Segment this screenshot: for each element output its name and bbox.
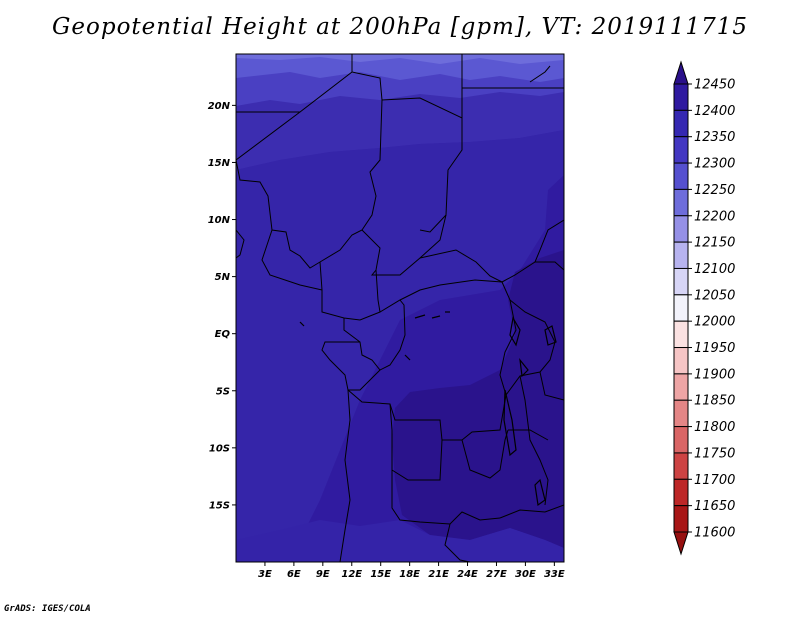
colorbar-label: 11600 bbox=[694, 526, 735, 541]
lat-tick-label: 15S bbox=[209, 500, 230, 511]
colorbar-segment bbox=[673, 478, 689, 507]
colorbar-segment bbox=[673, 267, 689, 296]
colorbar-segment bbox=[673, 162, 689, 190]
colorbar-label: 11650 bbox=[694, 499, 735, 514]
lat-tick-label: 10N bbox=[208, 215, 231, 226]
map-frame bbox=[235, 53, 565, 563]
colorbar-segment bbox=[673, 136, 689, 164]
colorbar-segment bbox=[673, 347, 689, 375]
colorbar-label: 11950 bbox=[694, 341, 735, 356]
colorbar-arrow-bottom bbox=[673, 531, 689, 556]
colorbar-label: 11800 bbox=[694, 420, 735, 435]
colorbar-label: 12100 bbox=[694, 262, 735, 277]
lon-tick-label: 24E bbox=[457, 569, 478, 580]
colorbar: 12450 12400 12350 12300 12250 12200 12150 12100… bbox=[673, 60, 735, 556]
colorbar-segment bbox=[673, 426, 689, 454]
contour-fill-12350-west bbox=[236, 130, 564, 548]
colorbar-segment bbox=[673, 83, 689, 111]
lon-tick-label: 21E bbox=[428, 569, 449, 580]
lat-tick-label: 10S bbox=[209, 443, 230, 454]
colorbar-segment bbox=[673, 399, 689, 428]
colorbar-label: 12450 bbox=[694, 78, 735, 93]
lat-tick-label: 15N bbox=[208, 158, 231, 169]
map-panel bbox=[236, 54, 564, 562]
colorbar-label: 12000 bbox=[694, 315, 735, 330]
longitude-axis: 3E 6E 9E 12E 15E 18E 21E 24E 27E 30E 33E bbox=[258, 562, 565, 580]
colorbar-label: 12150 bbox=[694, 236, 735, 251]
colorbar-segment bbox=[673, 294, 689, 322]
colorbar-segment bbox=[673, 320, 689, 349]
colorbar-label: 11750 bbox=[694, 446, 735, 461]
lon-tick-label: 18E bbox=[399, 569, 420, 580]
latitude-axis: 20N 15N 10N 5N EQ 5S 10S 15S bbox=[208, 101, 236, 511]
lon-tick-label: 12E bbox=[341, 569, 362, 580]
credit-label: GrADS: IGES/COLA bbox=[4, 604, 91, 614]
colorbar-segment bbox=[673, 373, 689, 401]
colorbar-segment bbox=[673, 452, 689, 480]
colorbar-segment bbox=[673, 215, 689, 243]
colorbar-label: 12300 bbox=[694, 157, 735, 172]
lon-tick-label: 3E bbox=[258, 569, 272, 580]
colorbar-segment bbox=[673, 109, 689, 138]
lakes bbox=[299, 311, 557, 507]
colorbar-label: 11900 bbox=[694, 367, 735, 382]
colorbar-label: 12400 bbox=[694, 104, 735, 119]
colorbar-label: 12050 bbox=[694, 288, 735, 303]
lon-tick-label: 27E bbox=[486, 569, 507, 580]
contour-fill-12450-east bbox=[392, 250, 564, 548]
country-borders bbox=[236, 54, 564, 562]
lat-tick-label: EQ bbox=[215, 329, 231, 340]
lon-tick-label: 9E bbox=[316, 569, 330, 580]
colorbar-label: 12200 bbox=[694, 209, 735, 224]
colorbar-segment bbox=[673, 188, 689, 217]
lat-tick-label: 20N bbox=[208, 101, 231, 112]
colorbar-segment bbox=[673, 505, 689, 533]
colorbar-label: 11850 bbox=[694, 394, 735, 409]
colorbar-segment bbox=[673, 241, 689, 269]
map-title: Geopotential Height at 200hPa [gpm], VT:… bbox=[52, 14, 748, 40]
colorbar-arrow-top bbox=[673, 60, 689, 85]
contour-fill-12200-north bbox=[236, 54, 564, 64]
contour-fill-12250-north bbox=[236, 54, 564, 82]
lon-tick-label: 6E bbox=[287, 569, 301, 580]
lon-tick-label: 33E bbox=[544, 569, 565, 580]
colorbar-label: 11700 bbox=[694, 473, 735, 488]
lon-tick-label: 15E bbox=[370, 569, 391, 580]
contour-fill-12400-south bbox=[236, 520, 564, 562]
lat-tick-label: 5S bbox=[216, 386, 230, 397]
colorbar-label: 12250 bbox=[694, 183, 735, 198]
colorbar-label: 12350 bbox=[694, 130, 735, 145]
lon-tick-label: 30E bbox=[515, 569, 536, 580]
lat-tick-label: 5N bbox=[215, 272, 231, 283]
